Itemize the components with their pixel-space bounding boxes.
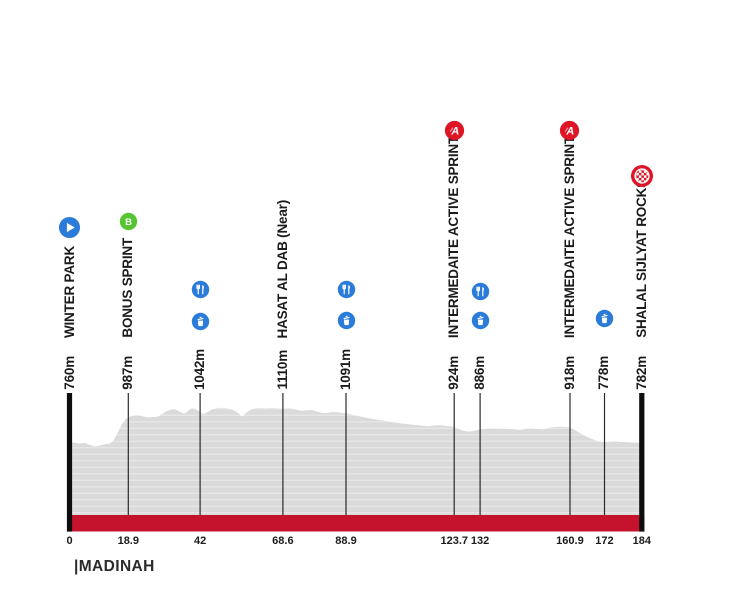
start-city-label: |MADINAH — [74, 558, 155, 575]
red-baseline — [67, 515, 645, 532]
waypoint-name-label: INTERMEDAITE ACTIVE SPRINT — [446, 135, 462, 338]
feed-zone-icon — [337, 280, 356, 299]
waypoint-name-label: SHALAL SIJLYAT ROCKS — [633, 179, 649, 338]
distance-tick-label: 172 — [595, 535, 614, 547]
active-sprint-icon: A — [444, 120, 465, 141]
elevation-area — [67, 407, 645, 515]
finish-line — [639, 393, 645, 532]
distance-tick-label: 68.6 — [272, 535, 294, 547]
distance-tick-label: 42 — [194, 535, 207, 547]
elevation-label: 924m — [446, 356, 462, 390]
elevation-label: 987m — [120, 356, 136, 390]
finish-icon — [630, 164, 654, 188]
svg-text:A: A — [566, 125, 575, 137]
distance-tick-label: 123.7 — [440, 535, 468, 547]
elevation-label: 1110m — [274, 350, 290, 390]
svg-text:A: A — [450, 125, 459, 137]
distance-tick-label: 132 — [470, 535, 490, 547]
elevation-label: 886m — [472, 356, 488, 390]
elevation-label: 782m — [633, 356, 649, 390]
distance-tick-label: 18.9 — [117, 535, 139, 547]
feed-zone-icon — [471, 282, 490, 301]
elevation-label: 1042m — [192, 348, 208, 390]
distance-tick-label: 0 — [66, 535, 73, 547]
elevation-label: 918m — [561, 356, 577, 390]
litter-zone-icon — [595, 309, 614, 328]
elevation-label: 1091m — [338, 348, 353, 390]
waypoint-name-label: WINTER PARK — [61, 245, 77, 338]
svg-text:B: B — [125, 216, 132, 227]
litter-zone-icon — [337, 311, 356, 330]
start-line — [66, 393, 73, 532]
active-sprint-icon: A — [559, 120, 580, 141]
play-icon — [58, 216, 81, 239]
elevation-label: 778m — [596, 356, 612, 390]
waypoint-name-label: BONUS SPRINT — [120, 238, 136, 338]
waypoint-name-label: HASAT AL DAB (Near) — [274, 199, 290, 338]
distance-tick-label: 88.9 — [335, 535, 357, 547]
distance-tick-label: 184 — [632, 535, 651, 547]
distance-tick-label: 160.9 — [556, 535, 584, 547]
bonus-sprint-icon: B — [119, 212, 138, 231]
feed-zone-icon — [191, 280, 210, 299]
elevation-label: 760m — [61, 356, 77, 390]
litter-zone-icon — [471, 311, 490, 330]
litter-zone-icon — [191, 312, 210, 331]
waypoint-name-label: INTERMEDAITE ACTIVE SPRINT — [561, 135, 577, 338]
